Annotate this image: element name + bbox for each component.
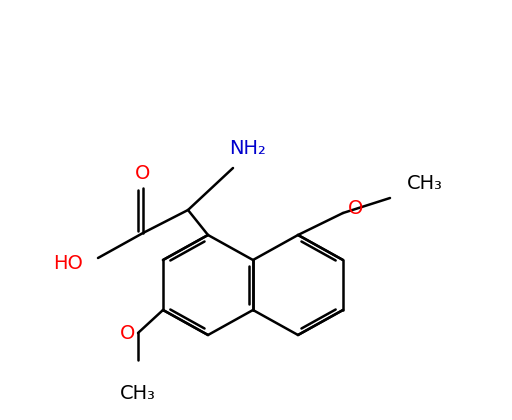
Text: O: O <box>120 323 136 342</box>
Text: CH₃: CH₃ <box>407 173 443 192</box>
Text: HO: HO <box>53 254 83 273</box>
Text: CH₃: CH₃ <box>120 383 156 402</box>
Text: NH₂: NH₂ <box>229 139 266 158</box>
Text: O: O <box>135 163 151 183</box>
Text: O: O <box>348 199 364 218</box>
